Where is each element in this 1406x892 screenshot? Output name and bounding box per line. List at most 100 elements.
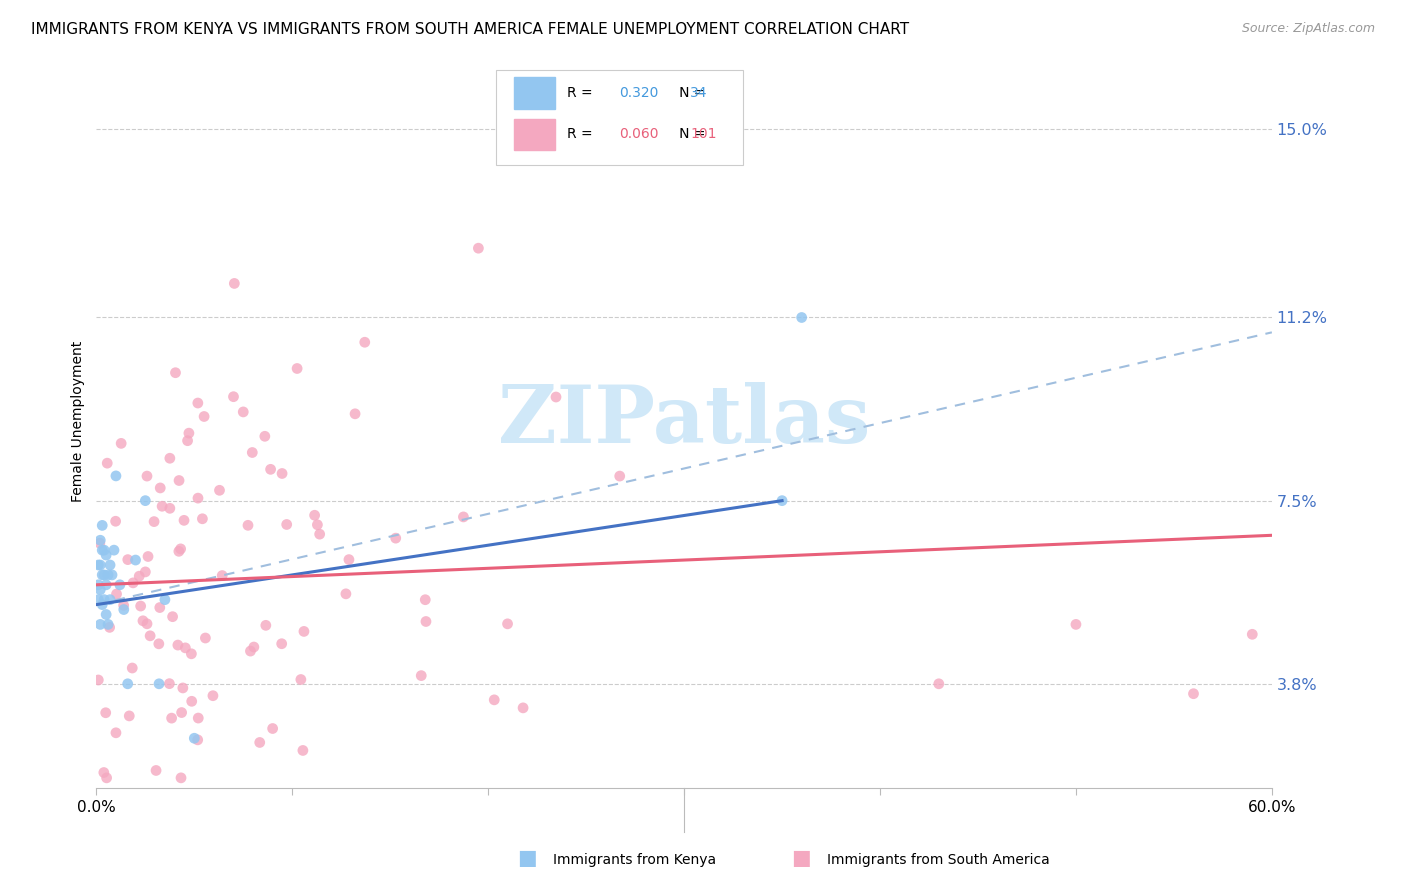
Point <box>249 735 271 749</box>
Point <box>496 616 519 631</box>
Point <box>353 335 375 350</box>
Point <box>187 711 209 725</box>
Point <box>222 390 245 404</box>
Point <box>112 602 135 616</box>
Point <box>98 558 121 572</box>
Point <box>87 558 110 572</box>
Y-axis label: Female Unemployment: Female Unemployment <box>72 341 86 502</box>
Point <box>91 543 114 558</box>
Point <box>117 552 139 566</box>
Point <box>94 607 117 622</box>
Point <box>104 514 127 528</box>
Point <box>335 587 357 601</box>
Point <box>96 771 118 785</box>
Point <box>104 726 127 740</box>
Point <box>307 517 329 532</box>
Point <box>1182 687 1205 701</box>
Point <box>117 677 139 691</box>
Point <box>291 743 314 757</box>
Point <box>93 568 115 582</box>
Point <box>413 592 436 607</box>
Point <box>232 405 254 419</box>
Point <box>453 509 475 524</box>
Point <box>254 618 277 632</box>
Text: Source: ZipAtlas.com: Source: ZipAtlas.com <box>1241 22 1375 36</box>
Point <box>93 592 115 607</box>
Point <box>98 592 121 607</box>
Point <box>193 409 215 424</box>
Point <box>167 474 190 488</box>
Point <box>187 732 209 747</box>
Point <box>290 673 312 687</box>
Point <box>93 765 115 780</box>
Point <box>484 693 506 707</box>
Point <box>292 624 315 639</box>
Point <box>159 501 181 516</box>
Text: 101: 101 <box>690 128 717 141</box>
Point <box>308 527 330 541</box>
Point <box>153 592 176 607</box>
Point <box>118 709 141 723</box>
Point <box>177 426 200 441</box>
Text: 0.060: 0.060 <box>620 128 659 141</box>
FancyBboxPatch shape <box>496 70 742 165</box>
Point <box>208 483 231 498</box>
Text: Immigrants from Kenya: Immigrants from Kenya <box>553 853 716 867</box>
Point <box>170 706 193 720</box>
Point <box>89 582 111 597</box>
Point <box>148 677 170 691</box>
Point <box>411 668 433 682</box>
Point <box>1241 627 1264 641</box>
Point <box>170 771 193 785</box>
Text: R =: R = <box>567 128 596 141</box>
Point <box>467 241 489 255</box>
Point <box>512 701 534 715</box>
Point <box>148 637 170 651</box>
Point <box>94 578 117 592</box>
Point <box>134 565 156 579</box>
Text: 34: 34 <box>690 87 707 100</box>
Point <box>129 599 152 613</box>
Point <box>101 568 124 582</box>
Point <box>96 456 118 470</box>
Point <box>167 638 190 652</box>
Point <box>162 609 184 624</box>
Point <box>191 512 214 526</box>
Point <box>87 673 110 687</box>
Point <box>176 434 198 448</box>
Point <box>183 731 205 746</box>
Point <box>159 451 181 466</box>
Text: R =: R = <box>567 87 596 100</box>
Point <box>112 599 135 613</box>
Point <box>224 277 246 291</box>
Text: ■: ■ <box>517 848 537 868</box>
Text: ZIPatlas: ZIPatlas <box>498 383 870 460</box>
Text: IMMIGRANTS FROM KENYA VS IMMIGRANTS FROM SOUTH AMERICA FEMALE UNEMPLOYMENT CORRE: IMMIGRANTS FROM KENYA VS IMMIGRANTS FROM… <box>31 22 910 37</box>
Point <box>136 616 159 631</box>
Point <box>143 515 166 529</box>
Text: 0.320: 0.320 <box>620 87 659 100</box>
Point <box>160 711 183 725</box>
Point <box>89 536 111 550</box>
Point <box>276 517 298 532</box>
Point <box>384 531 406 545</box>
Point <box>270 637 292 651</box>
Point <box>91 598 114 612</box>
Point <box>770 493 793 508</box>
Point <box>98 620 121 634</box>
Point <box>262 722 284 736</box>
Point <box>149 481 172 495</box>
Point <box>89 617 111 632</box>
Point <box>337 552 360 566</box>
Text: N =: N = <box>666 87 710 100</box>
Point <box>240 445 263 459</box>
Point <box>609 469 631 483</box>
Text: Immigrants from South America: Immigrants from South America <box>827 853 1049 867</box>
Point <box>136 549 159 564</box>
Point <box>165 366 187 380</box>
Point <box>236 518 259 533</box>
Point <box>97 617 120 632</box>
Text: N =: N = <box>666 128 710 141</box>
Point <box>259 462 281 476</box>
Point <box>415 615 437 629</box>
